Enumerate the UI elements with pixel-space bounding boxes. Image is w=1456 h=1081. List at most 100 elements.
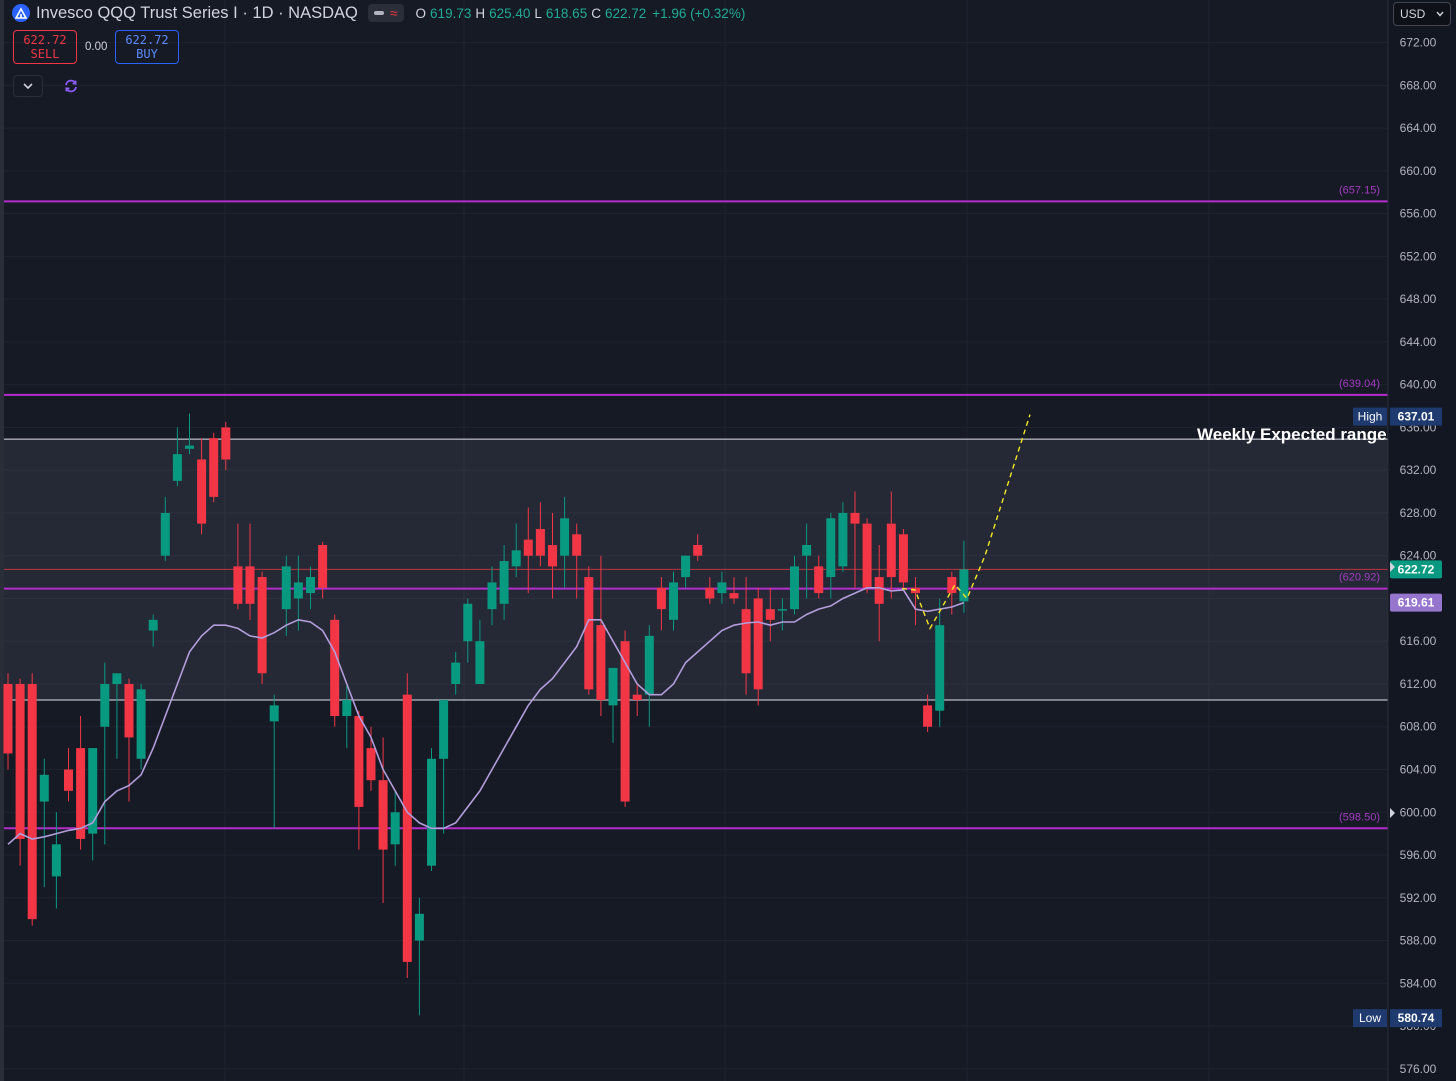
indicator-toggle[interactable]: ≈ (367, 4, 404, 22)
grid (4, 0, 1388, 1081)
candle (608, 667, 618, 743)
candle (765, 587, 775, 642)
candle (27, 673, 37, 926)
high-marker: High 637.01 (1353, 407, 1442, 426)
candle-body (959, 569, 969, 602)
level-label: (639.04) (1339, 378, 1380, 390)
candles (3, 413, 969, 1016)
low-marker-value: 580.74 (1398, 1011, 1435, 1025)
candle-body (475, 641, 485, 684)
candle-body (197, 459, 207, 524)
candle-body (112, 673, 122, 684)
candle (390, 790, 400, 866)
ohlc-readout: O 619.73 H 625.40 L 618.65 C 622.72 +1.96 (+… (416, 6, 746, 21)
candle (378, 737, 388, 904)
candle (281, 555, 291, 636)
candle-body (814, 566, 824, 594)
level-label: (598.50) (1339, 811, 1380, 823)
candle (148, 614, 158, 647)
candle-body (923, 705, 933, 727)
candle (318, 541, 328, 599)
candle-body (185, 445, 194, 449)
candle (402, 673, 412, 978)
low-key: L (534, 5, 542, 21)
candle (88, 748, 98, 861)
candle (463, 598, 473, 663)
candle-body (414, 913, 424, 941)
candle (523, 507, 533, 594)
price-tick-label: 668.00 (1400, 78, 1437, 92)
spread-value: 0.00 (85, 41, 108, 53)
candle-body (306, 577, 315, 594)
price-tick-label: 664.00 (1400, 121, 1437, 135)
candle-body (741, 609, 751, 674)
candle-body (584, 577, 594, 690)
candle (172, 427, 182, 487)
candle (197, 438, 207, 535)
sell-button[interactable]: 622.72 SELL (13, 30, 77, 64)
low-marker-value-bg (1390, 1009, 1442, 1028)
sync-icon[interactable] (62, 77, 80, 95)
moving-average-line (7, 586, 965, 845)
price-tick-label: 612.00 (1400, 677, 1437, 691)
price-tick-label: 596.00 (1400, 848, 1437, 862)
sell-price: 622.72 (23, 33, 67, 47)
candle (777, 598, 787, 631)
high-marker-value: 637.01 (1398, 410, 1435, 424)
chart-header: Invesco QQQ Trust Series I · 1D · NASDAQ… (12, 3, 745, 23)
candle-body (342, 700, 352, 717)
buy-button[interactable]: 622.72 BUY (115, 30, 179, 64)
candle (693, 534, 703, 562)
currency-select[interactable]: USD (1393, 2, 1451, 26)
candle (306, 566, 315, 610)
candle (620, 630, 630, 807)
left-edge (0, 0, 4, 1081)
candle-body (644, 635, 654, 695)
candle (293, 555, 303, 631)
symbol-title[interactable]: Invesco QQQ Trust Series I · 1D · NASDAQ (36, 3, 358, 22)
candle-body (88, 748, 98, 834)
candle-body (124, 683, 134, 738)
weekly-range-label: Weekly Expected range (1197, 425, 1387, 444)
candle (245, 523, 255, 620)
candle-body (705, 587, 715, 599)
candle (753, 587, 763, 706)
candle (681, 555, 691, 588)
candle (669, 571, 678, 631)
last-price-tag: 622.72 (1390, 560, 1442, 579)
candle-body (269, 705, 279, 722)
candle-body (378, 780, 388, 850)
candle-body (523, 539, 533, 556)
candle-body (729, 593, 739, 599)
trade-panel: 622.72 SELL 0.00 622.72 BUY (13, 30, 179, 64)
price-tick-label: 644.00 (1400, 335, 1437, 349)
candle (850, 491, 860, 588)
candle-body (160, 512, 170, 556)
ma-value-tag-bg (1390, 593, 1442, 612)
low-marker-label-bg (1353, 1009, 1387, 1028)
price-tick-label: 588.00 (1400, 934, 1437, 948)
candle (414, 897, 424, 1016)
candle (935, 598, 945, 727)
candle (898, 528, 908, 588)
high-value: 625.40 (489, 5, 531, 21)
candle (124, 678, 134, 802)
candle (584, 566, 594, 695)
buy-price: 622.72 (125, 33, 169, 47)
candle (342, 683, 352, 749)
candle (233, 523, 243, 610)
price-tick-label: 576.00 (1400, 1062, 1437, 1076)
candle (572, 523, 582, 599)
price-tick-label: 672.00 (1400, 36, 1437, 50)
projection-path (901, 414, 1031, 631)
collapse-legend-button[interactable] (13, 75, 43, 97)
candle-body (233, 566, 243, 604)
level-label: (620.92) (1339, 572, 1380, 584)
price-tick-label: 592.00 (1400, 891, 1437, 905)
candle-body (608, 667, 618, 706)
candle (535, 502, 545, 567)
candle-body (245, 566, 255, 604)
buy-label: BUY (136, 47, 158, 61)
candle (548, 512, 557, 599)
